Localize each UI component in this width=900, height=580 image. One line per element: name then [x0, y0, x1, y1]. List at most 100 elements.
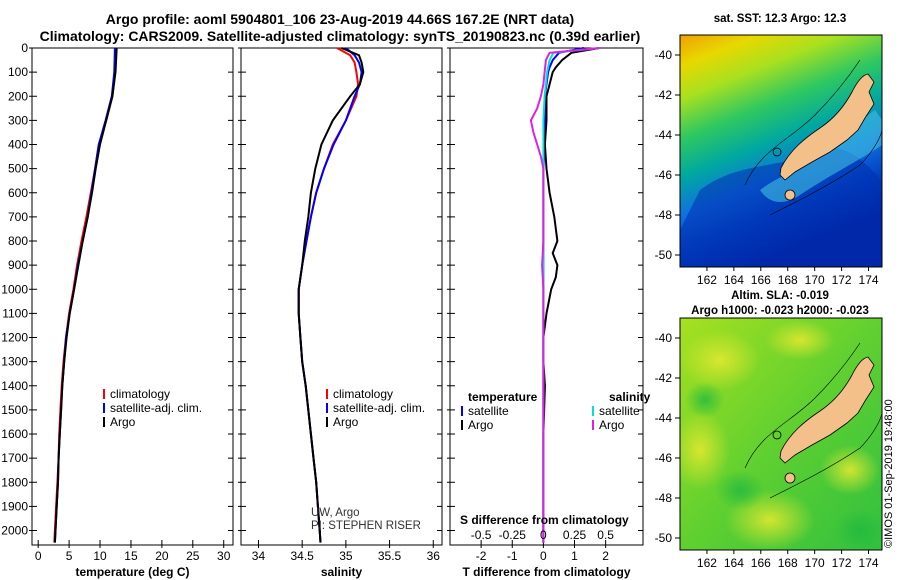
map-lon-label: 174 [859, 556, 879, 570]
sst-stewart-island [784, 189, 796, 201]
series-line-2 [297, 47, 363, 543]
y-tick-label: 0 [21, 41, 28, 55]
x-tick-label: 2 [602, 549, 609, 563]
map-axes: -40 -42 -44 -46 -48 -50 162 164 166 168 170 172 174 -… [655, 48, 879, 570]
y-tick-label: 800 [8, 234, 28, 248]
map-lon-label: 170 [805, 273, 825, 287]
sla-bathymetry-contour [744, 342, 882, 499]
map-lat-label: -44 [655, 128, 673, 142]
y-tick-label: 1800 [1, 475, 28, 489]
x-tick-label: 30 [217, 549, 231, 563]
y-tick-label: 1600 [1, 427, 28, 441]
profile-panel-3: -2 -1 0 1 2 T difference from climatology temp… [447, 47, 651, 579]
x-tick-label: 35.5 [378, 549, 402, 563]
map-lon-label: 168 [778, 556, 798, 570]
x-axis-label: salinity [321, 565, 363, 579]
y-tick-label: 1300 [1, 355, 28, 369]
map-lon-label: 164 [724, 556, 744, 570]
map-lat-label: -50 [655, 248, 673, 262]
x-tick-label: 34 [252, 549, 266, 563]
y-tick-label: 1900 [1, 499, 28, 513]
sla-float-marker [772, 430, 782, 440]
map-lon-label: 172 [832, 556, 852, 570]
legend-label: satellite-adj. clim. [110, 401, 202, 415]
sla-map-title-line1: Altim. SLA: -0.019 [731, 290, 829, 302]
sst-map-frame [679, 34, 883, 268]
map-lat-label: -42 [655, 88, 673, 102]
sla-map-title-line2: Argo h1000: -0.023 h2000: -0.023 [691, 305, 869, 317]
x-axis-label-top: S difference from climatology [460, 513, 629, 527]
map-lon-label: 172 [832, 273, 852, 287]
sla-map [680, 318, 882, 550]
figure-title-line2: Climatology: CARS2009. Satellite-adjuste… [39, 28, 641, 44]
x-tick-top-label: 0.25 [563, 528, 587, 542]
sla-map-frame [679, 317, 883, 551]
y-tick-label: 1400 [1, 379, 28, 393]
pi-annotation: PI: STEPHEN RISER [311, 520, 421, 532]
map-lon-label: 168 [778, 273, 798, 287]
sst-map [680, 35, 882, 267]
y-tick-label: 1500 [1, 403, 28, 417]
profile-panels: 0100200300400500600700800900100011001200… [1, 41, 650, 579]
sst-map-title: sat. SST: 12.3 Argo: 12.3 [713, 13, 847, 25]
series-line-2 [542, 47, 600, 543]
sst-float-marker [772, 147, 782, 157]
map-lon-label: 162 [697, 273, 717, 287]
y-tick-label: 1100 [2, 306, 28, 320]
y-tick-label: 900 [8, 258, 28, 272]
y-tick-label: 1000 [1, 282, 28, 296]
panel-frame [31, 47, 234, 546]
map-lat-label: -50 [655, 531, 673, 545]
y-tick-label: 600 [8, 186, 28, 200]
pi-annotation: UW, Argo [311, 507, 360, 519]
x-axis-label: temperature (deg C) [75, 565, 189, 579]
legend-label: Argo [599, 418, 625, 432]
x-tick-label: 5 [66, 549, 73, 563]
x-tick-label: 34.5 [290, 549, 314, 563]
y-tick-label: 200 [8, 89, 28, 103]
imos-credit: ©IMOS 01-Sep-2019 19:48:00 [883, 399, 895, 548]
y-tick-label: 100 [8, 65, 28, 79]
y-tick-label: 300 [8, 113, 28, 127]
sla-stewart-island [784, 472, 796, 484]
sst-cold-tongue [680, 147, 882, 267]
x-tick-label: -1 [507, 549, 518, 563]
x-tick-label: -2 [476, 549, 487, 563]
legend-label: Argo [110, 415, 136, 429]
x-tick-label: 0 [540, 549, 547, 563]
legend-label: climatology [333, 387, 393, 401]
series-line-4 [529, 47, 600, 543]
x-tick-label: 10 [93, 549, 107, 563]
x-tick-top-label: -0.5 [471, 528, 492, 542]
legend-title-temperature: temperature [468, 390, 538, 404]
series-line-1 [297, 47, 360, 543]
map-lon-label: 174 [859, 273, 879, 287]
legend-label: satellite [468, 404, 509, 418]
sst-bathymetry-contour [744, 59, 882, 216]
series-line-3 [542, 47, 600, 543]
panel-frame [449, 47, 644, 546]
map-lon-label: 166 [751, 556, 771, 570]
x-tick-label: 36 [427, 549, 441, 563]
map-lat-label: -48 [655, 491, 673, 505]
map-lon-label: 170 [805, 556, 825, 570]
figure-title-line1: Argo profile: aoml 5904801_106 23-Aug-20… [105, 11, 575, 27]
x-tick-top-label: 0.5 [597, 528, 614, 542]
legend-title-salinity: salinity [609, 390, 651, 404]
profile-panel-1: 0100200300400500600700800900100011001200… [1, 41, 234, 579]
y-tick-label: 1200 [1, 331, 28, 345]
x-tick-top-label: -0.25 [499, 528, 527, 542]
map-lat-label: -42 [655, 371, 673, 385]
map-lat-label: -48 [655, 208, 673, 222]
map-lat-label: -40 [655, 331, 673, 345]
legend-label: satellite [599, 404, 640, 418]
legend-label: satellite-adj. clim. [333, 401, 425, 415]
legend-label: Argo [333, 415, 359, 429]
x-tick-label: 20 [155, 549, 169, 563]
panel-frame [240, 47, 443, 546]
map-lon-label: 166 [751, 273, 771, 287]
x-axis-label: T difference from climatology [462, 565, 630, 579]
legend-label: climatology [110, 387, 170, 401]
y-tick-label: 400 [8, 138, 28, 152]
